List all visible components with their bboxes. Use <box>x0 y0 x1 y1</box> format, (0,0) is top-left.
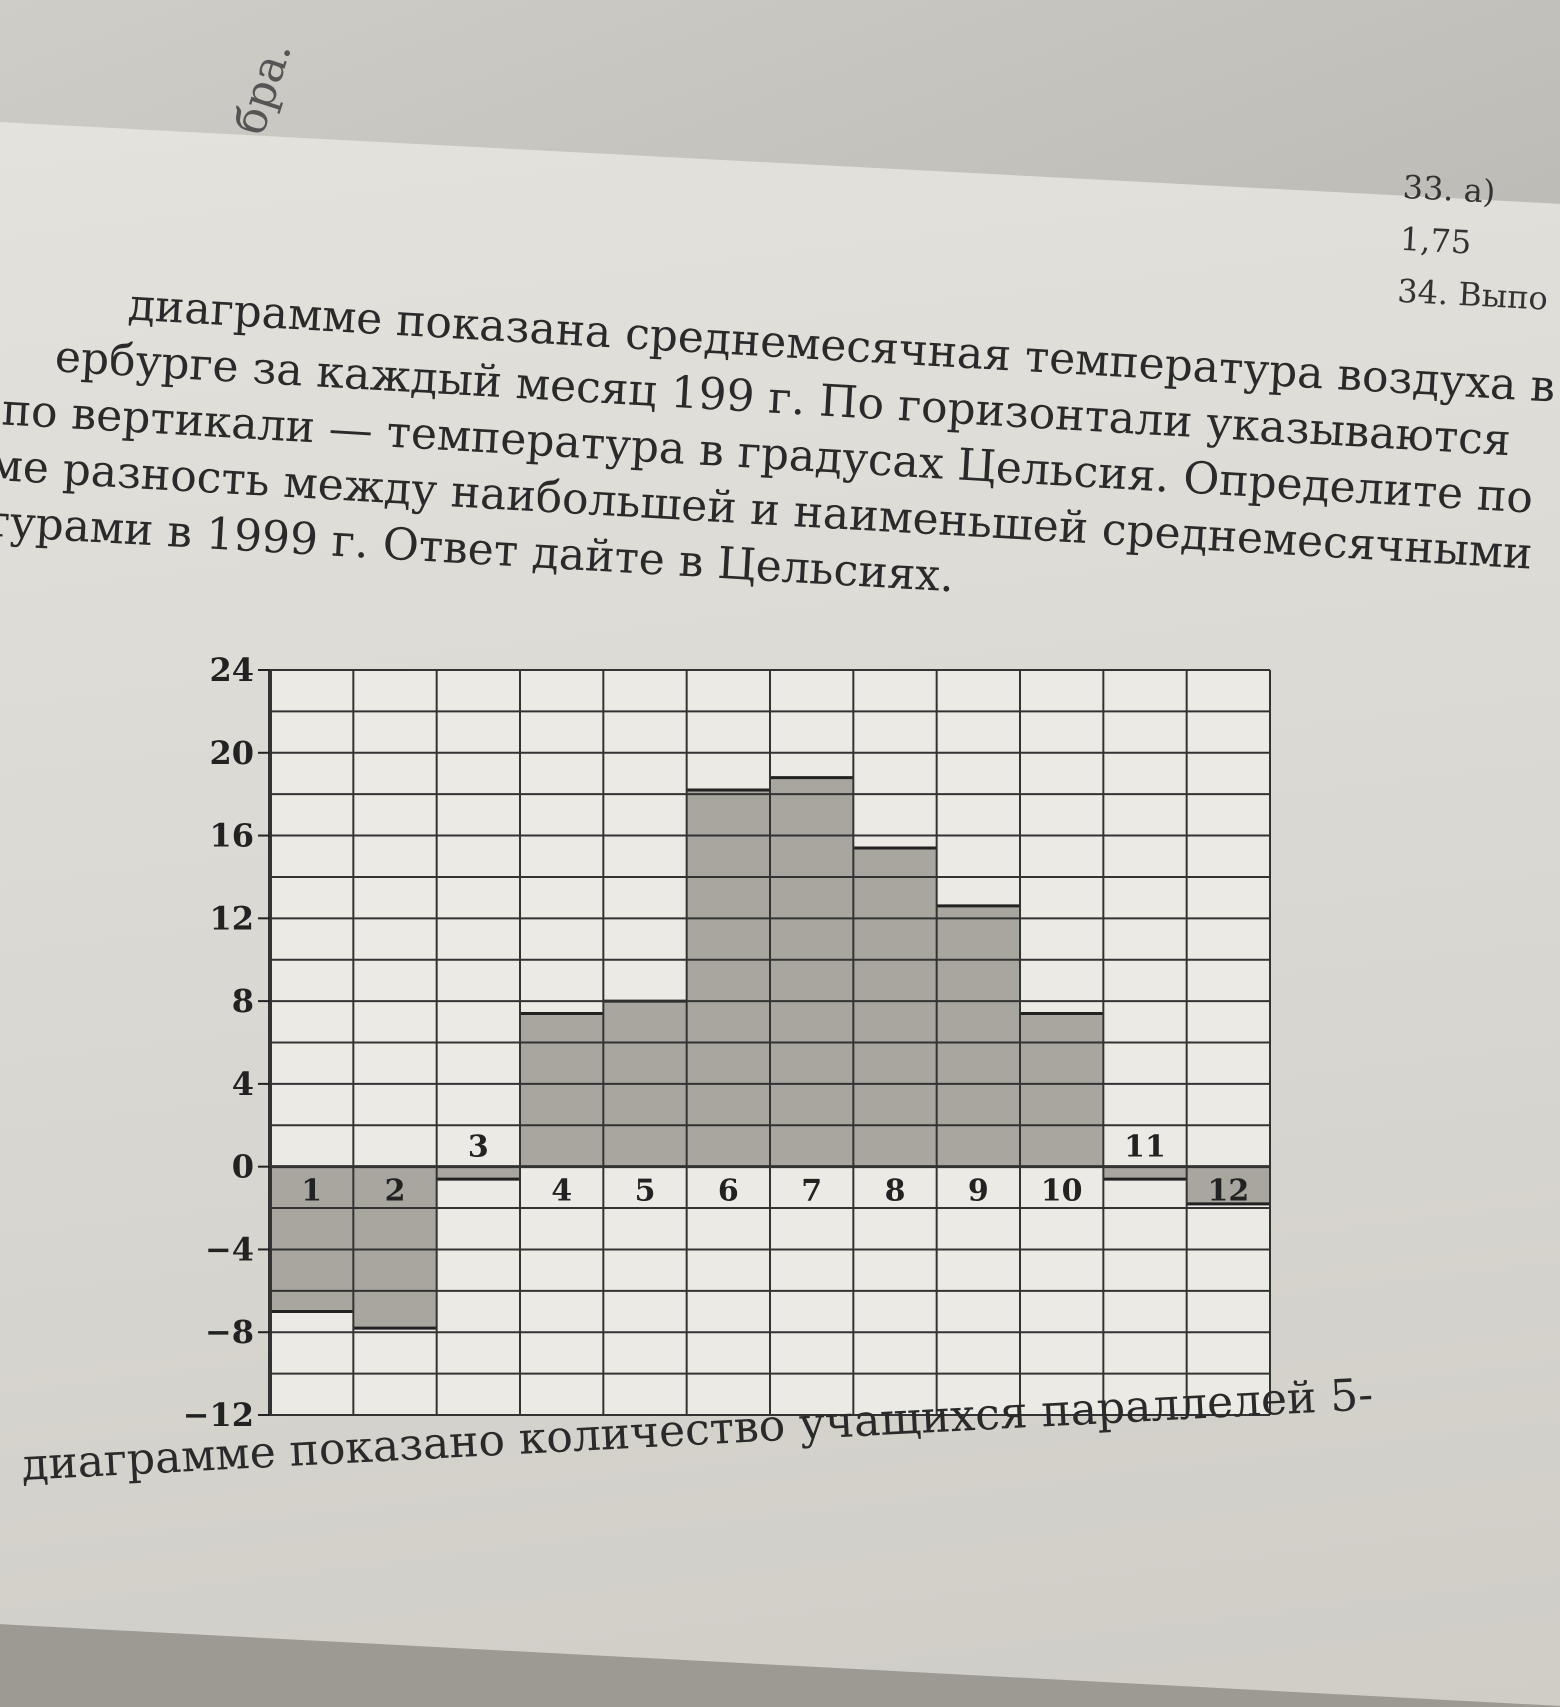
x-category-label: 4 <box>551 1174 572 1209</box>
bar <box>1103 1166 1187 1180</box>
y-tick-label: 8 <box>232 982 254 1020</box>
y-tick-label: −8 <box>205 1313 254 1351</box>
x-category-label: 2 <box>385 1174 406 1209</box>
y-tick-label: 24 <box>209 651 254 689</box>
x-category-label: 12 <box>1207 1174 1249 1209</box>
y-tick-label: −4 <box>205 1230 254 1268</box>
bar <box>1186 1166 1270 1204</box>
side-answers: 33. а) 1,75 34. Выпо <box>1396 161 1560 325</box>
y-tick-label: 16 <box>209 817 254 855</box>
bar <box>936 905 1020 1167</box>
y-tick-label: −12 <box>183 1396 254 1434</box>
x-category-label: 9 <box>968 1174 989 1209</box>
y-tick-label: 12 <box>209 899 254 937</box>
y-tick-label: 20 <box>209 734 254 772</box>
side-line: 33. а) 1,75 <box>1399 167 1497 262</box>
bar <box>270 1166 354 1312</box>
bar <box>436 1166 520 1180</box>
y-tick-label: 4 <box>232 1065 254 1103</box>
x-category-label: 3 <box>468 1130 489 1165</box>
bar <box>770 777 854 1167</box>
bar <box>353 1166 437 1329</box>
x-category-label: 8 <box>885 1174 906 1209</box>
bar <box>853 847 937 1167</box>
x-category-label: 10 <box>1041 1174 1083 1209</box>
y-tick-label: 0 <box>232 1148 254 1186</box>
bar <box>686 790 770 1167</box>
bar <box>1020 1013 1104 1167</box>
side-line: 34. Выпо <box>1396 271 1549 318</box>
bar <box>520 1013 604 1167</box>
x-category-label: 5 <box>635 1174 656 1209</box>
x-category-label: 1 <box>301 1174 322 1209</box>
x-category-label: 6 <box>718 1174 739 1209</box>
x-category-label: 11 <box>1124 1130 1166 1165</box>
x-category-label: 7 <box>801 1174 822 1209</box>
